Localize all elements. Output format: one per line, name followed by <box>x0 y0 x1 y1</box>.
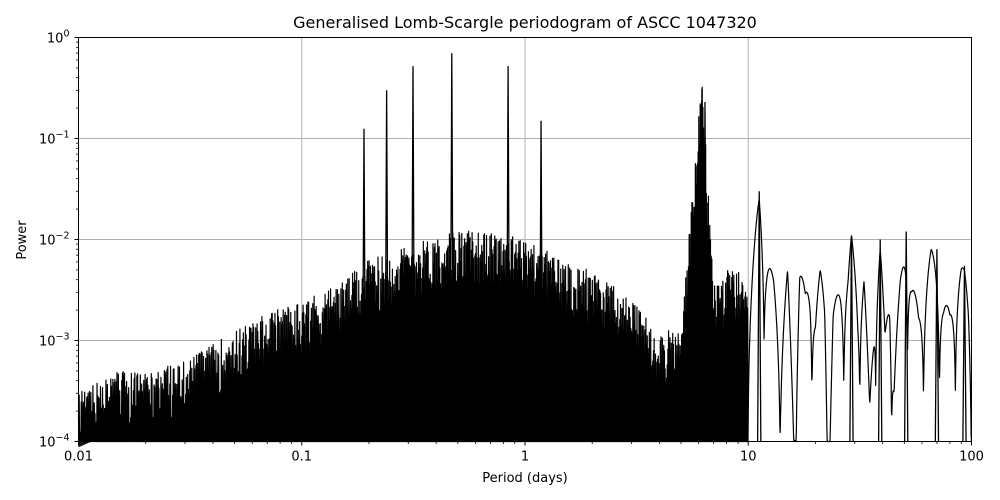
y-tick-label: 10−2 <box>39 231 70 249</box>
periodogram-peak <box>877 239 883 442</box>
y-axis-label: Power <box>15 220 30 260</box>
x-tick-label: 10 <box>740 450 757 465</box>
periodogram-peak <box>934 249 940 442</box>
periodogram-peak <box>849 235 854 442</box>
periodogram-peak <box>449 53 455 442</box>
periodogram-series <box>361 53 967 442</box>
periodogram-peak <box>756 191 762 442</box>
axis-ticks: 0.01 0.1 1 10 100 10−4 10−3 10−2 10−1 100 <box>39 29 984 465</box>
y-tick-label: 10−3 <box>39 332 70 350</box>
periodogram-trace <box>77 86 973 443</box>
x-tick-label: 1 <box>521 450 529 465</box>
periodogram-peak <box>384 90 389 442</box>
x-tick-label: 0.1 <box>291 450 312 465</box>
periodogram-dense-fill <box>78 285 671 448</box>
grid-lines <box>78 37 972 442</box>
y-tick-label: 100 <box>47 29 70 47</box>
periodogram-noise-floor <box>77 86 973 448</box>
x-axis-label: Period (days) <box>482 471 568 486</box>
y-tick-label: 10−1 <box>39 130 70 148</box>
x-tick-label: 0.01 <box>64 450 93 465</box>
periodogram-peak <box>361 128 367 442</box>
periodogram-peak <box>538 120 544 442</box>
periodogram-peak <box>903 231 909 442</box>
periodogram-peak <box>410 66 416 442</box>
chart-title: Generalised Lomb-Scargle periodogram of … <box>293 13 757 32</box>
periodogram-peak <box>702 101 708 442</box>
periodogram-peak <box>962 265 967 442</box>
y-tick-label: 10−4 <box>39 433 70 451</box>
periodogram-peak <box>699 88 705 442</box>
x-tick-label: 100 <box>959 450 984 465</box>
periodogram-peak <box>505 66 511 442</box>
